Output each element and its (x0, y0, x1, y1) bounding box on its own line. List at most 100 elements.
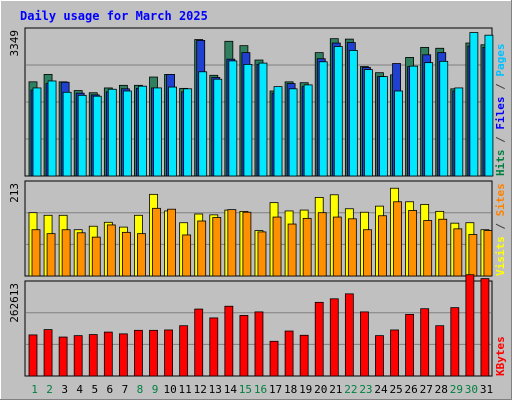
bar-sites-day-9 (152, 207, 161, 277)
bar-sites-day-20 (317, 212, 327, 277)
chart-panels: 3349 Hits / Files / Pages 213 Visits / Site… (8, 27, 507, 377)
x-tick-label: 18 (284, 383, 297, 396)
x-tick-label: 2 (46, 383, 53, 396)
chart-title: Daily usage for March 2025 (20, 9, 208, 23)
y-max-label: 3349 (8, 30, 21, 57)
bar-pages-day-11 (183, 88, 193, 177)
bar-pages-day-1 (32, 87, 42, 177)
bar-pages-day-10 (168, 86, 177, 177)
x-tick-label: 13 (209, 383, 222, 396)
x-tick-label: 1 (31, 383, 38, 396)
bar-kbytes-day-30 (465, 274, 475, 377)
y-max-label: 213 (8, 183, 21, 203)
panel-hits-files-pages: 3349 Hits / Files / Pages (8, 27, 507, 177)
x-tick-label: 5 (91, 383, 98, 396)
bar-pages-day-4 (77, 94, 87, 177)
bar-sites-day-25 (393, 201, 402, 277)
y-max-label: 262613 (8, 283, 21, 323)
bar-kbytes-day-11 (179, 325, 189, 377)
bar-pages-day-23 (364, 69, 373, 177)
x-tick-label: 4 (76, 383, 83, 396)
bar-sites-day-24 (378, 215, 387, 277)
bar-pages-day-28 (439, 60, 449, 177)
x-tick-label: 20 (314, 383, 327, 396)
bar-kbytes-day-13 (209, 317, 219, 377)
bar-sites-day-16 (257, 231, 267, 277)
bar-sites-day-26 (408, 210, 418, 277)
y-series-label: KBytes (494, 336, 507, 376)
x-tick-label: 29 (450, 383, 463, 396)
bar-kbytes-day-16 (254, 311, 264, 377)
bar-sites-day-30 (468, 234, 478, 277)
bar-pages-day-31 (484, 34, 494, 177)
bar-kbytes-day-27 (420, 308, 430, 377)
y-series-label-part: Sites (494, 183, 507, 216)
bar-pages-day-8 (138, 85, 147, 177)
bar-sites-day-5 (91, 236, 101, 277)
x-tick-label: 6 (107, 383, 114, 396)
y-series-label-part: / (494, 130, 507, 150)
bar-sites-day-18 (287, 223, 297, 277)
bar-sites-day-10 (167, 208, 176, 277)
bar-pages-day-12 (198, 71, 208, 177)
bar-pages-day-27 (424, 62, 434, 177)
bar-kbytes-day-14 (224, 305, 234, 377)
bar-pages-day-21 (333, 46, 343, 177)
x-tick-label: 30 (465, 383, 478, 396)
bar-kbytes-day-22 (344, 293, 354, 377)
x-tick-label: 21 (329, 383, 342, 396)
bar-sites-day-2 (46, 233, 56, 277)
bar-pages-day-14 (228, 60, 238, 177)
bar-kbytes-day-9 (149, 329, 158, 377)
x-tick-label: 23 (359, 383, 372, 396)
bar-pages-day-2 (47, 80, 57, 177)
panel-kbytes: 262613 KBytes (8, 274, 507, 377)
bar-kbytes-day-7 (118, 333, 128, 377)
x-tick-label: 27 (420, 383, 433, 396)
y-series-label-part: / (494, 77, 507, 97)
bar-sites-day-14 (227, 209, 237, 277)
bar-sites-day-29 (453, 228, 463, 277)
x-tick-label: 31 (480, 383, 493, 396)
x-tick-label: 8 (137, 383, 144, 396)
bar-kbytes-day-28 (435, 325, 445, 377)
x-tick-label: 11 (179, 383, 192, 396)
bar-pages-day-9 (153, 87, 162, 177)
x-tick-label: 9 (152, 383, 159, 396)
bar-kbytes-day-1 (28, 334, 38, 377)
bar-pages-day-22 (348, 50, 358, 177)
bar-kbytes-day-19 (299, 334, 309, 377)
bar-pages-day-5 (92, 95, 102, 177)
x-tick-label: 25 (389, 383, 402, 396)
bar-kbytes-day-25 (390, 329, 399, 377)
bar-pages-day-24 (379, 76, 388, 177)
x-tick-label: 24 (374, 383, 388, 396)
bar-sites-day-15 (242, 211, 252, 277)
bar-pages-day-18 (288, 88, 298, 177)
bar-kbytes-day-24 (375, 335, 384, 377)
bar-pages-day-7 (122, 90, 132, 177)
bar-pages-day-13 (213, 78, 223, 177)
x-tick-label: 22 (344, 383, 357, 396)
y-series-label: Hits / Files / Pages (494, 44, 507, 177)
bar-pages-day-6 (107, 88, 117, 177)
x-tick-label: 10 (163, 383, 176, 396)
bar-kbytes-day-8 (134, 329, 143, 377)
bar-kbytes-day-3 (58, 336, 68, 377)
x-tick-label: 17 (269, 383, 282, 396)
bar-sites-day-19 (302, 217, 312, 277)
bar-pages-day-20 (318, 61, 328, 177)
bar-kbytes-day-6 (103, 331, 113, 377)
x-tick-label: 28 (435, 383, 448, 396)
bar-sites-day-12 (197, 220, 207, 277)
bar-kbytes-day-23 (360, 311, 369, 377)
bar-kbytes-day-29 (450, 307, 460, 377)
bar-kbytes-day-17 (269, 340, 279, 377)
x-tick-label: 19 (299, 383, 312, 396)
bar-sites-day-7 (121, 231, 131, 277)
x-tick-label: 15 (239, 383, 252, 396)
bar-pages-day-17 (273, 86, 283, 177)
bar-kbytes-day-31 (480, 278, 490, 377)
bar-sites-day-22 (347, 218, 357, 277)
